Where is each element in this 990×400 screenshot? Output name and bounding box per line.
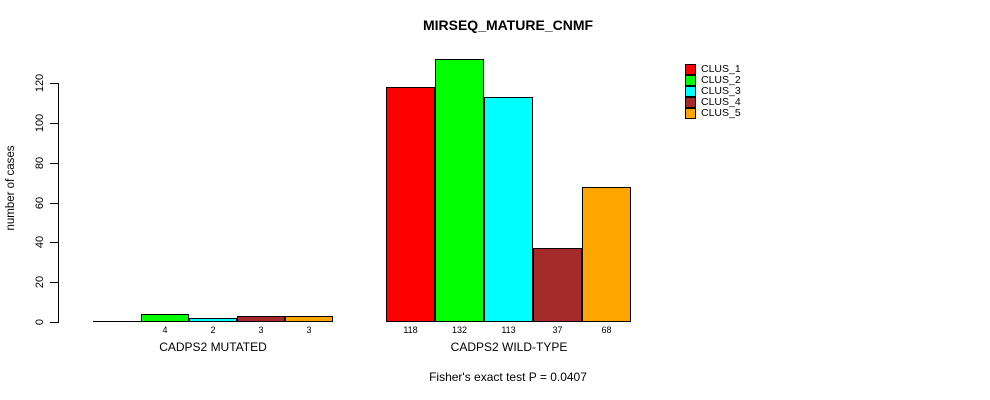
bar-clus_4-group0 <box>237 316 285 322</box>
bar-value-label: 37 <box>552 325 563 335</box>
bar-value-label: 118 <box>403 325 418 335</box>
bar-clus_3-group0 <box>189 318 237 322</box>
bar-value-label: 68 <box>601 325 612 335</box>
group-label-mutated: CADPS2 MUTATED <box>159 340 267 354</box>
y-tick <box>50 83 58 84</box>
bar-clus_1-group1 <box>386 87 435 322</box>
legend-label: CLUS_2 <box>701 74 741 86</box>
fisher-test-annotation: Fisher's exact test P = 0.0407 <box>429 370 587 384</box>
y-tick-label: 20 <box>34 275 46 289</box>
legend-swatch-clus_2 <box>685 75 696 86</box>
legend-label: CLUS_4 <box>701 96 741 108</box>
legend-label: CLUS_3 <box>701 85 741 97</box>
bar-clus_5-group1 <box>582 187 631 322</box>
chart-title: MIRSEQ_MATURE_CNMF <box>422 17 594 33</box>
legend-swatch-clus_5 <box>685 108 696 119</box>
bar-clus_1-group0-zero <box>93 321 141 322</box>
y-tick-label: 80 <box>34 156 46 170</box>
legend-swatch-clus_1 <box>685 64 696 75</box>
legend-swatch-clus_3 <box>685 86 696 97</box>
y-tick-label: 0 <box>34 318 46 326</box>
y-tick <box>50 242 58 243</box>
y-axis-line <box>58 83 59 323</box>
bar-clus_4-group1 <box>533 248 582 322</box>
bar-value-label: 113 <box>501 325 516 335</box>
bar-value-label: 3 <box>306 325 312 335</box>
y-tick-label: 60 <box>34 196 46 210</box>
bar-clus_5-group0 <box>285 316 333 322</box>
bar-value-label: 132 <box>451 325 468 335</box>
y-tick-label: 100 <box>34 113 46 133</box>
group-label-wildtype: CADPS2 WILD-TYPE <box>450 340 568 354</box>
legend-label: CLUS_5 <box>701 107 741 119</box>
y-tick-label: 40 <box>34 235 46 249</box>
legend-label: CLUS_1 <box>701 63 741 75</box>
legend-swatch-clus_4 <box>685 97 696 108</box>
y-tick <box>50 163 58 164</box>
y-tick-label: 120 <box>34 73 46 93</box>
bar-value-label: 2 <box>210 325 216 335</box>
bar-value-label: 4 <box>162 325 168 335</box>
bar-value-label: 3 <box>258 325 264 335</box>
y-tick <box>50 282 58 283</box>
y-tick <box>50 322 58 323</box>
bar-clus_2-group1 <box>435 59 484 322</box>
y-tick <box>50 203 58 204</box>
legend: CLUS_1 CLUS_2 CLUS_3 CLUS_4 CLUS_5 <box>685 64 775 124</box>
bar-clus_2-group0 <box>141 314 189 322</box>
bar-clus_3-group1 <box>484 97 533 322</box>
y-tick <box>50 123 58 124</box>
